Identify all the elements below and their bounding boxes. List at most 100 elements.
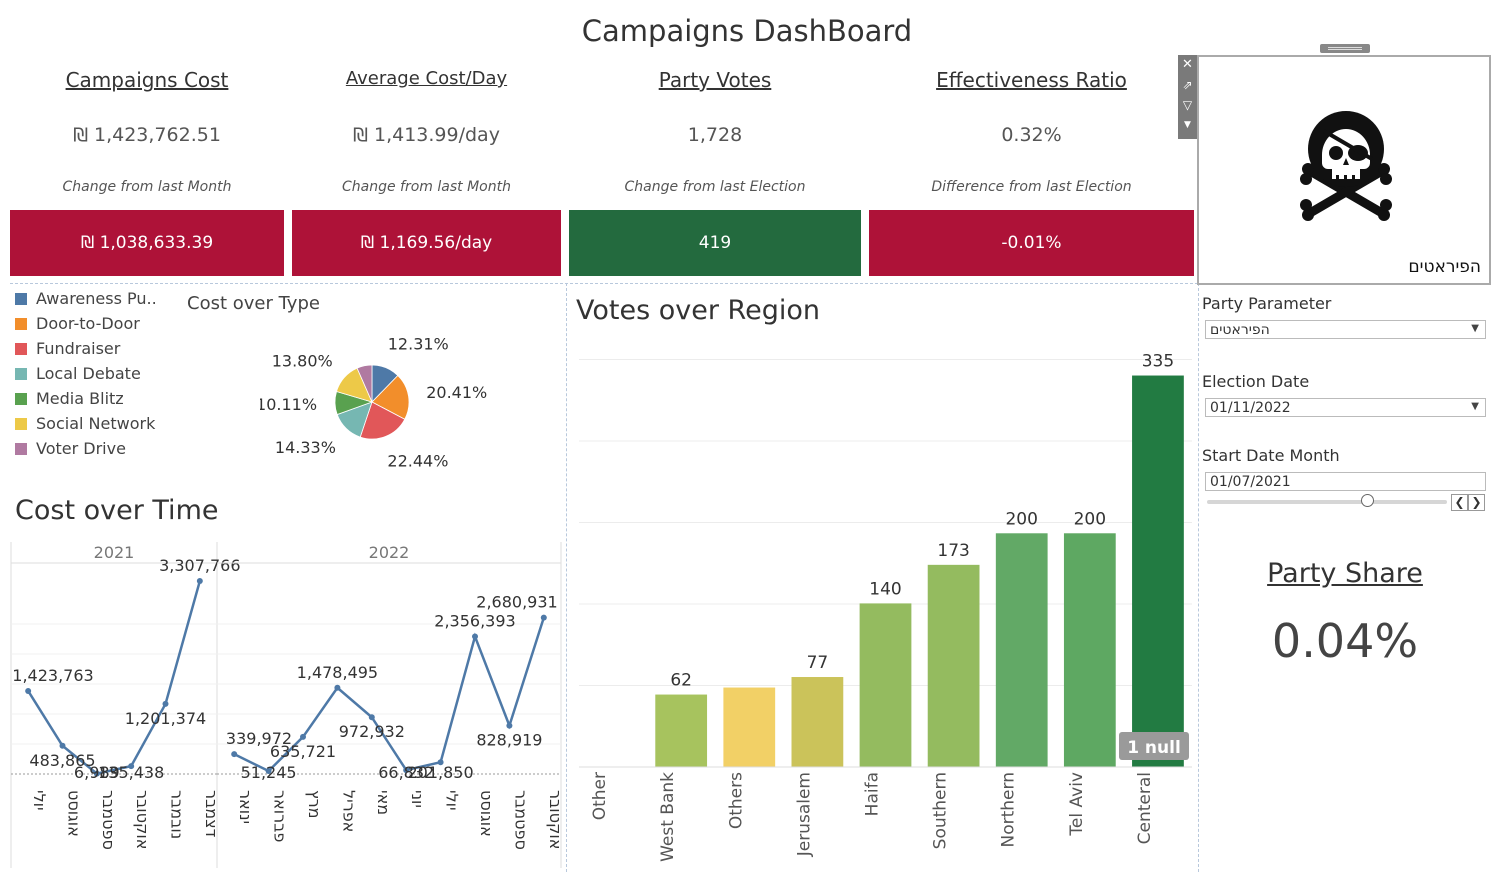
legend-item[interactable]: Door-to-Door (15, 311, 157, 336)
pie-label: 12.31% (388, 335, 449, 354)
drag-handle[interactable] (1320, 44, 1370, 53)
x-tick-label: Jerusalem (794, 772, 814, 857)
legend-item[interactable]: Awareness Pu.. (15, 286, 157, 311)
party-parameter-select[interactable]: הפיראטים ▼ (1205, 320, 1486, 339)
line-label: 6,989 (74, 763, 120, 782)
x-tick-label: Tel Aviv (1067, 772, 1087, 837)
x-tick-label: אפריל (339, 790, 358, 832)
bar-label: 140 (869, 579, 901, 599)
line-point[interactable] (196, 578, 203, 585)
line-label: 1,478,495 (297, 663, 378, 682)
start-date-slider-track[interactable] (1207, 500, 1447, 504)
bar-label: 173 (937, 541, 969, 561)
kpi-header[interactable]: Average Cost/Day (345, 68, 508, 89)
floating-toolbar: ✕ ⇗ ▽ ▼ (1178, 55, 1197, 139)
line-label: 635,721 (270, 742, 336, 761)
pie-legend: Awareness Pu.. Door-to-Door Fundraiser Loca… (15, 286, 157, 461)
kpi-change-box: 419 (569, 210, 861, 276)
pie-label: 13.80% (272, 351, 333, 370)
legend-item[interactable]: Media Blitz (15, 386, 157, 411)
line-point[interactable] (59, 742, 66, 749)
x-tick-label: Other (590, 772, 610, 820)
kpi-change-box: -0.01% (869, 210, 1194, 276)
x-tick-label: מאי (374, 790, 393, 815)
legend-item[interactable]: Fundraiser (15, 336, 157, 361)
line-point[interactable] (300, 733, 306, 740)
line-point[interactable] (506, 722, 513, 729)
start-date-slider-thumb[interactable] (1361, 494, 1374, 507)
legend-item[interactable]: Social Network (15, 411, 157, 436)
x-tick-label: Southern (931, 772, 951, 849)
legend-item[interactable]: Local Debate (15, 361, 157, 386)
line-label: 66,832 (378, 763, 434, 782)
line-label: 2,680,931 (476, 593, 557, 612)
party-parameter-value: הפיראטים (1210, 321, 1270, 338)
kpi-change-box: ₪ 1,169.56/day (292, 210, 561, 276)
chevron-down-icon[interactable]: ▼ (1471, 323, 1479, 334)
null-badge[interactable] (1119, 732, 1189, 760)
chevron-left-icon[interactable]: ❮ (1451, 494, 1468, 511)
bar[interactable] (995, 533, 1048, 767)
kpi-header[interactable]: Party Votes (658, 68, 772, 92)
bar[interactable] (655, 694, 708, 767)
line-point[interactable] (162, 700, 169, 707)
party-name: הפיראטים (1408, 257, 1481, 277)
election-date-select[interactable]: 01/11/2022 ▼ (1205, 398, 1486, 417)
line-point[interactable] (540, 614, 547, 621)
divider (1198, 283, 1199, 872)
kpi-value: 1,728 (687, 124, 743, 146)
line-point[interactable] (25, 687, 32, 694)
more-options-icon[interactable]: ▼ (1184, 120, 1191, 130)
kpi-header[interactable]: Effectiveness Ratio (936, 68, 1127, 92)
chevron-down-icon[interactable]: ▼ (1471, 401, 1479, 412)
pie-slice[interactable] (371, 374, 410, 420)
line-point[interactable] (265, 768, 272, 775)
legend-item[interactable]: Voter Drive (15, 436, 157, 461)
x-tick-label: Northern (999, 772, 1019, 847)
kpi-sublabel: Change from last Month (342, 179, 511, 195)
open-external-icon[interactable]: ⇗ (1182, 78, 1193, 92)
line-label: 828,919 (476, 731, 542, 750)
pie-slice[interactable] (356, 364, 373, 403)
line-label: 972,932 (339, 722, 405, 741)
line-chart-title: Cost over Time (15, 495, 219, 526)
bar[interactable] (927, 564, 980, 767)
kpi-header[interactable]: Campaigns Cost (65, 68, 229, 92)
x-tick-label: אוקטובר (133, 790, 152, 849)
bar[interactable] (791, 677, 844, 767)
legend-label: Door-to-Door (36, 314, 140, 333)
x-tick-label: ינואר (236, 790, 255, 824)
panel-year: 2022 (369, 543, 410, 562)
filter-icon[interactable]: ▽ (1182, 98, 1193, 112)
legend-swatch (15, 442, 27, 455)
line-point[interactable] (437, 759, 444, 766)
line-point[interactable] (403, 767, 410, 774)
legend-swatch (15, 342, 27, 355)
chevron-right-icon[interactable]: ❯ (1468, 494, 1485, 511)
bar[interactable] (723, 687, 776, 767)
line-point[interactable] (368, 714, 375, 721)
pie-label: 20.41% (426, 383, 487, 402)
kpi-change-box: ₪ 1,038,633.39 (10, 210, 284, 276)
start-date-label: Start Date Month (1202, 446, 1340, 465)
line-series (27, 580, 202, 775)
line-point[interactable] (334, 684, 341, 691)
close-icon[interactable]: ✕ (1182, 57, 1193, 72)
x-tick-label: אוגוסט (477, 790, 496, 837)
legend-swatch (15, 367, 27, 380)
legend-label: Voter Drive (36, 439, 126, 458)
line-point[interactable] (128, 763, 135, 770)
line-point[interactable] (231, 751, 238, 758)
bar[interactable] (1132, 375, 1184, 767)
pie-slice[interactable] (359, 401, 406, 440)
bar-label: 200 (1074, 509, 1106, 529)
start-date-input[interactable]: 01/07/2021 (1205, 472, 1486, 491)
bar[interactable] (1063, 533, 1116, 767)
x-tick-label: אוקטובר (546, 790, 565, 849)
party-card[interactable]: הפיראטים (1197, 55, 1491, 285)
bar-chart: Other 62 West Bank Others 77 Jerusalem 140 Haif… (579, 352, 1192, 862)
kpi-sublabel: Change from last Month (62, 179, 232, 195)
bar[interactable] (859, 603, 912, 767)
line-point[interactable] (472, 633, 478, 640)
line-point[interactable] (93, 770, 100, 777)
